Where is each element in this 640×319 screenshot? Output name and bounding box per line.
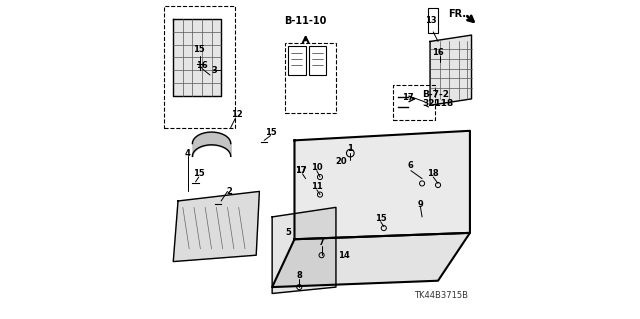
Bar xyxy=(394,85,435,120)
Text: 20: 20 xyxy=(335,157,346,166)
Text: 12: 12 xyxy=(231,110,243,119)
Polygon shape xyxy=(173,191,259,262)
Text: 6: 6 xyxy=(408,161,414,170)
Text: 17: 17 xyxy=(402,93,413,102)
Text: 18: 18 xyxy=(428,169,439,178)
Bar xyxy=(164,6,236,128)
Text: TK44B3715B: TK44B3715B xyxy=(414,291,468,300)
Text: 1: 1 xyxy=(348,144,353,153)
Text: 9: 9 xyxy=(418,200,424,209)
Text: 8: 8 xyxy=(296,271,302,280)
Bar xyxy=(288,46,306,75)
Text: 16: 16 xyxy=(196,61,208,70)
Text: 3: 3 xyxy=(212,66,218,75)
Text: 15: 15 xyxy=(375,214,387,223)
Bar xyxy=(285,43,336,113)
Text: 32118: 32118 xyxy=(422,99,453,108)
Text: 10: 10 xyxy=(311,163,323,172)
Bar xyxy=(309,46,326,75)
Text: 15: 15 xyxy=(265,128,276,137)
Text: 2: 2 xyxy=(226,187,232,196)
Text: 14: 14 xyxy=(338,251,350,260)
Text: 17: 17 xyxy=(295,166,307,175)
Polygon shape xyxy=(272,233,470,287)
Text: B-7-2: B-7-2 xyxy=(422,90,449,99)
Text: 13: 13 xyxy=(425,16,437,25)
Text: 17: 17 xyxy=(295,166,307,175)
Polygon shape xyxy=(294,131,470,239)
Text: FR.: FR. xyxy=(448,9,466,19)
Text: 15: 15 xyxy=(193,45,205,54)
Text: 4: 4 xyxy=(185,149,191,158)
Text: 16: 16 xyxy=(432,48,444,57)
Text: 5: 5 xyxy=(285,228,291,237)
Text: B-11-10: B-11-10 xyxy=(284,16,327,26)
Text: 15: 15 xyxy=(193,169,205,178)
Text: 11: 11 xyxy=(311,182,323,191)
Bar xyxy=(428,8,438,33)
Text: 7: 7 xyxy=(319,238,324,247)
Polygon shape xyxy=(430,35,472,105)
Polygon shape xyxy=(272,207,336,293)
Polygon shape xyxy=(173,19,221,96)
